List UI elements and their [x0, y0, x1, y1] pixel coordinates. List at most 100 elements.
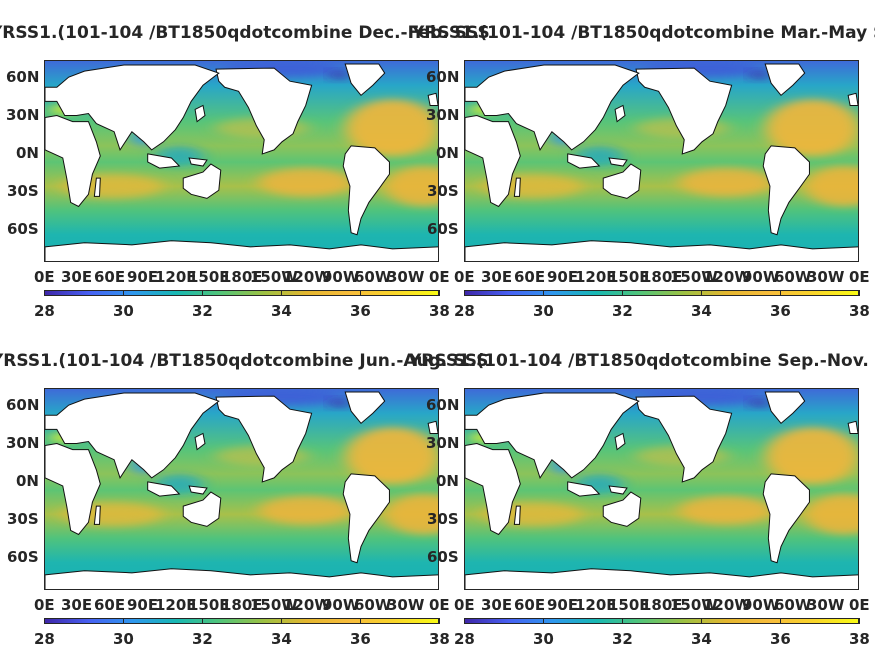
colorbar-tick	[281, 618, 282, 624]
x-tick-label: 90W	[742, 268, 780, 286]
sss-map	[464, 388, 859, 590]
x-tick-label: 120E	[155, 268, 197, 286]
colorbar-tick-label: 38	[429, 302, 450, 320]
hudson-bay-fresh	[331, 399, 348, 408]
x-tick-label: 30W	[807, 268, 845, 286]
x-tick-label: 30E	[61, 268, 93, 286]
x-tick-label: 180E	[221, 268, 263, 286]
colorbar-tick-label: 30	[533, 302, 554, 320]
land-antarctica	[45, 241, 438, 261]
colorbar-tick-label: 32	[192, 630, 213, 648]
sss-map	[44, 60, 439, 262]
land-new-guinea	[609, 486, 627, 494]
land-antarctica	[465, 241, 858, 261]
colorbar-tick	[281, 290, 282, 296]
x-tick-label: 0E	[34, 268, 55, 286]
colorbar-tick	[44, 618, 45, 624]
colorbar-tick	[123, 290, 124, 296]
land-antarctica	[465, 569, 858, 589]
y-tick-label: 30N	[426, 434, 460, 452]
y-tick-label: 30N	[6, 106, 40, 124]
x-tick-label: 150E	[608, 268, 650, 286]
x-tick-label: 60W	[774, 596, 812, 614]
south-pacific-high-sss	[678, 168, 774, 197]
colorbar-tick	[543, 290, 544, 296]
x-tick-label: 180E	[221, 596, 263, 614]
land-africa	[45, 116, 100, 207]
land-indonesia	[568, 482, 600, 496]
land-north-america	[216, 396, 312, 482]
x-tick-label: 150E	[188, 268, 230, 286]
x-tick-label: 180E	[641, 268, 683, 286]
land-europe-asia	[465, 393, 639, 478]
colorbar	[464, 618, 859, 624]
x-tick-label: 150W	[670, 596, 718, 614]
land-europe-asia	[45, 393, 219, 478]
colorbar-tick-label: 38	[849, 302, 870, 320]
sss-map	[464, 60, 859, 262]
colorbar-tick	[439, 290, 440, 296]
south-pacific-high-sss	[258, 168, 354, 197]
land-south-america	[763, 474, 809, 563]
y-tick-label: 30S	[7, 510, 39, 528]
panel-title: YRSS1.(101-104 /BT1850qdotcombine Jun.-A…	[0, 351, 489, 371]
colorbar-tick	[622, 290, 623, 296]
x-tick-label: 120W	[283, 268, 331, 286]
atlantic-south-high-sss	[804, 166, 858, 207]
x-tick-label: 60W	[354, 596, 392, 614]
map-svg	[45, 389, 438, 589]
colorbar-tick	[859, 618, 860, 624]
x-tick-label: 0E	[454, 268, 475, 286]
land-africa	[465, 116, 520, 207]
colorbar-tick	[464, 290, 465, 296]
panel-title: YRSS1.(101-104 /BT1850qdotcombine Sep.-N…	[409, 351, 875, 371]
x-tick-label: 120E	[155, 596, 197, 614]
colorbar-tick-label: 30	[113, 302, 134, 320]
x-tick-label: 150E	[188, 596, 230, 614]
y-tick-label: 60N	[6, 396, 40, 414]
land-australia	[603, 492, 641, 526]
colorbar-tick-label: 28	[34, 302, 55, 320]
land-south-america	[343, 146, 389, 235]
y-tick-label: 30S	[7, 182, 39, 200]
land-indonesia	[148, 154, 180, 168]
atlantic-south-high-sss	[804, 494, 858, 535]
colorbar-tick	[44, 290, 45, 296]
colorbar-tick	[780, 618, 781, 624]
land-north-america	[216, 68, 312, 154]
x-tick-label: 30E	[61, 596, 93, 614]
colorbar-tick-label: 28	[454, 630, 475, 648]
x-tick-label: 90E	[127, 268, 159, 286]
x-tick-label: 90E	[547, 268, 579, 286]
x-tick-label: 90W	[742, 596, 780, 614]
atlantic-high-sss	[345, 99, 438, 156]
atlantic-south-high-sss	[384, 166, 438, 207]
land-africa	[465, 444, 520, 535]
south-pacific-high-sss	[678, 496, 774, 525]
y-tick-label: 30N	[426, 106, 460, 124]
colorbar-tick-label: 36	[350, 302, 371, 320]
colorbar-tick-label: 32	[612, 302, 633, 320]
x-tick-label: 150W	[670, 268, 718, 286]
colorbar-tick	[360, 618, 361, 624]
land-south-america	[763, 146, 809, 235]
land-antarctica	[45, 569, 438, 589]
colorbar-tick-label: 38	[849, 630, 870, 648]
x-tick-label: 120E	[575, 596, 617, 614]
y-tick-label: 60N	[426, 396, 460, 414]
x-tick-label: 60W	[774, 268, 812, 286]
x-tick-label: 60E	[514, 268, 546, 286]
colorbar-tick-label: 36	[770, 302, 791, 320]
hudson-bay-fresh	[331, 71, 348, 80]
x-tick-label: 90W	[322, 268, 360, 286]
x-tick-label: 0E	[429, 596, 450, 614]
map-svg	[465, 61, 858, 261]
colorbar-tick-label: 34	[271, 302, 292, 320]
hudson-bay-fresh	[751, 71, 768, 80]
colorbar-tick-label: 34	[691, 630, 712, 648]
x-tick-label: 30W	[387, 268, 425, 286]
x-tick-label: 0E	[849, 596, 870, 614]
x-tick-label: 30W	[387, 596, 425, 614]
colorbar-tick-label: 38	[429, 630, 450, 648]
